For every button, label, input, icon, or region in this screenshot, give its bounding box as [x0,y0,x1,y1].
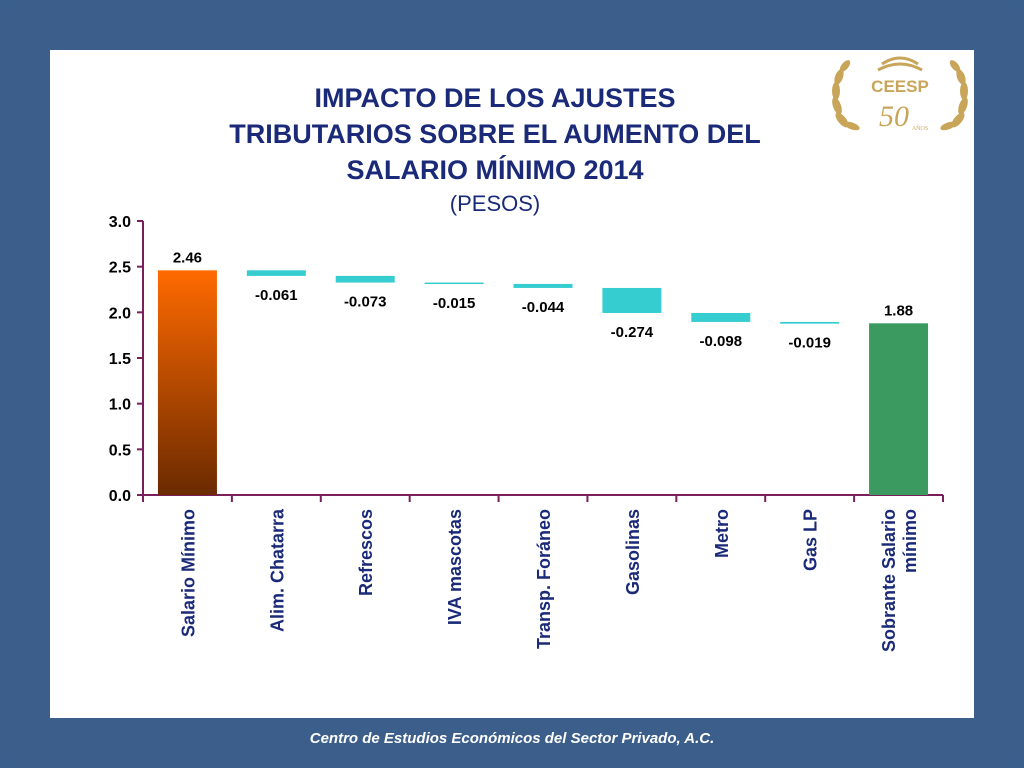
category-label: IVA mascotas [445,509,465,625]
chart-title-line-3: SALARIO MÍNIMO 2014 [346,155,644,185]
chart-subtitle: (PESOS) [449,191,541,216]
bar-delta [691,312,751,322]
bar-delta [602,287,662,313]
category-label: Transp. Foráneo [534,509,554,649]
data-label: 1.88 [884,302,913,319]
bar-total [869,323,929,495]
chart-title-line-1: IMPACTO DE LOS AJUSTES [314,83,676,113]
data-label: -0.019 [788,335,831,352]
chart-bars [157,270,929,495]
bar-delta [780,321,840,324]
logo-years-label: AÑOS [912,124,928,132]
footer-credit: Centro de Estudios Económicos del Sector… [309,730,715,747]
category-label: Sobrante Salario [879,509,899,652]
y-tick-label: 1.5 [109,351,131,368]
laurel-right-icon [940,60,968,131]
category-label: Salario Mínimo [178,509,198,637]
chart-data-labels: 2.46 -0.061 -0.073 -0.015 -0.044 -0.274 -0.098… [173,249,913,351]
logo-text: CEESP [871,77,929,96]
bar-delta [246,270,306,276]
bar-total [157,270,217,495]
ceesp-logo: CEESP 50 AÑOS [832,56,968,133]
y-tick-label: 2.0 [109,305,131,322]
bar-delta [513,283,573,288]
y-tick-label: 2.5 [109,260,131,277]
category-label: Metro [712,509,732,558]
bar-delta [424,282,484,285]
data-label: -0.015 [433,295,476,312]
chart-category-labels: Salario Mínimo Alim. Chatarra Refrescos IVA… [178,508,920,652]
ceesp-emblem-icon [877,56,923,72]
data-label: -0.274 [611,324,654,341]
bar-delta [335,275,395,283]
chart-axes: 0.0 0.5 1.0 1.5 2.0 2.5 3.0 [109,214,944,505]
category-label: Refrescos [356,509,376,596]
chart-title: IMPACTO DE LOS AJUSTES TRIBUTARIOS SOBRE… [150,80,840,188]
y-tick-label: 0.5 [109,442,131,459]
category-label: Gasolinas [623,509,643,595]
category-label: Gas LP [801,509,821,571]
logo-years: 50 [879,100,909,133]
category-label: Alim. Chatarra [267,508,287,632]
data-label: -0.061 [255,287,298,304]
category-label: mínimo [900,509,920,573]
y-tick-label: 3.0 [109,214,131,231]
data-label: -0.098 [700,333,743,350]
data-label: 2.46 [173,249,202,266]
data-label: -0.044 [522,299,565,316]
data-label: -0.073 [344,294,387,311]
laurel-left-icon [832,60,860,131]
chart-title-line-2: TRIBUTARIOS SOBRE EL AUMENTO DEL [229,119,761,149]
y-tick-label: 0.0 [109,488,131,505]
y-tick-label: 1.0 [109,397,131,414]
